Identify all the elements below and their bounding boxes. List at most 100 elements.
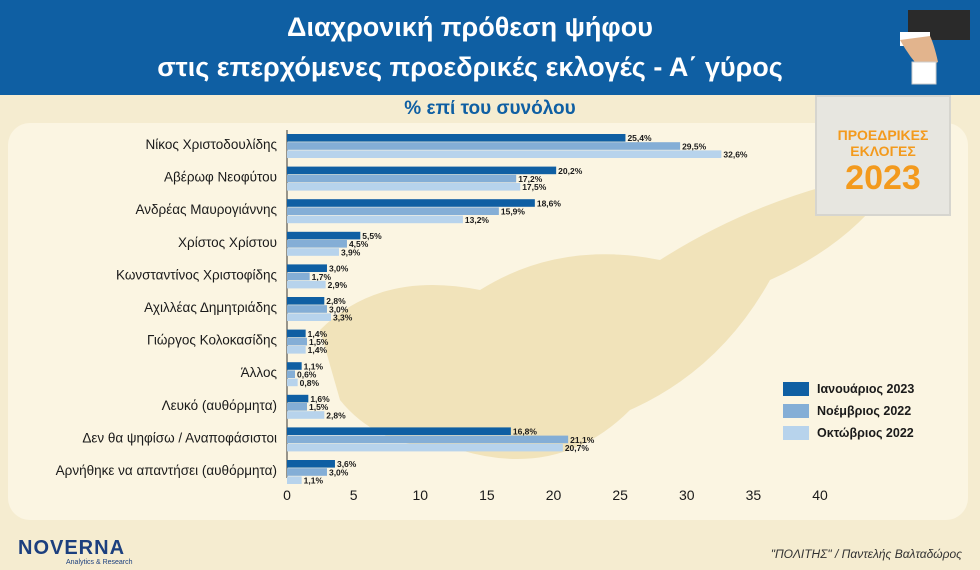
category-label: Άλλος	[241, 365, 278, 380]
source-credit: "ΠΟΛΙΤΗΣ" / Παντελής Βαλταδώρος	[770, 547, 962, 561]
data-label: 3,9%	[341, 247, 361, 257]
badge-line1: ΠΡΟΕΔΡΙΚΕΣ	[837, 127, 929, 143]
bar	[287, 460, 335, 468]
data-label: 20,7%	[565, 443, 590, 453]
bar	[287, 346, 306, 354]
data-label: 18,6%	[537, 198, 562, 208]
data-label: 1,1%	[304, 361, 324, 371]
bar	[287, 248, 339, 256]
legend-swatch-nov-2022	[783, 404, 809, 418]
data-label: 1,7%	[312, 272, 332, 282]
data-label: 1,4%	[308, 329, 328, 339]
category-label: Χρίστος Χρίστου	[178, 235, 277, 250]
legend-item: Νοέμβριος 2022	[783, 400, 953, 422]
data-label: 20,2%	[558, 166, 583, 176]
data-label: 4,5%	[349, 239, 369, 249]
bar	[287, 240, 347, 248]
data-label: 1,4%	[308, 345, 328, 355]
category-label: Δεν θα ψηφίσω / Αναποφάσιστοι	[82, 430, 277, 445]
bar	[287, 264, 327, 272]
hand-voting-icon	[900, 10, 970, 85]
data-label: 3,3%	[333, 313, 353, 323]
chart-title-line2: στις επερχόμενες προεδρικές εκλογές - Α΄…	[157, 52, 783, 82]
badge-line2: ΕΚΛΟΓΕΣ	[850, 143, 916, 159]
data-label: 0,8%	[300, 378, 320, 388]
category-label: Αβέρωφ Νεοφύτου	[164, 170, 277, 185]
bar	[287, 215, 463, 224]
bar	[287, 313, 331, 321]
logo-tagline: Analytics & Research	[66, 559, 133, 566]
bar	[287, 337, 307, 346]
data-label: 1,1%	[304, 476, 324, 486]
data-label: 2,8%	[326, 410, 346, 420]
data-label: 17,5%	[522, 182, 547, 192]
bar	[287, 476, 302, 484]
bar	[287, 394, 309, 403]
category-label: Λευκό (αυθόρμητα)	[162, 398, 277, 413]
logo-name: NOVERNA	[18, 537, 126, 559]
data-label: 1,5%	[309, 337, 329, 347]
legend-item: Οκτώβριος 2022	[783, 422, 953, 444]
category-label: Γιώργος Κολοκασίδης	[147, 333, 277, 348]
data-label: 29,5%	[682, 141, 707, 151]
bar	[287, 443, 563, 452]
data-label: 3,0%	[329, 264, 349, 274]
x-tick-label: 15	[479, 487, 495, 503]
noverna-logo: NOVERNA Analytics & Research	[18, 537, 133, 566]
bar	[287, 329, 306, 338]
bar	[287, 370, 295, 378]
x-tick-label: 20	[546, 487, 562, 503]
elections-2023-badge: ΠΡΟΕΔΡΙΚΕΣ ΕΚΛΟΓΕΣ 2023	[815, 95, 951, 216]
data-label: 1,6%	[310, 394, 330, 404]
data-label: 2,9%	[328, 280, 348, 290]
data-label: 17,2%	[518, 174, 543, 184]
legend-item: Ιανουάριος 2023	[783, 378, 953, 400]
category-label: Ανδρέας Μαυρογιάννης	[136, 202, 278, 217]
bar	[287, 134, 626, 142]
legend-swatch-jan-2023	[783, 382, 809, 396]
data-label: 13,2%	[465, 215, 490, 225]
bar	[287, 411, 325, 419]
x-tick-label: 25	[612, 487, 628, 503]
bar	[287, 378, 298, 387]
legend-label: Νοέμβριος 2022	[817, 404, 912, 418]
data-label: 5,5%	[362, 231, 382, 241]
chart-subtitle: % επί του συνόλου	[404, 98, 576, 119]
bar	[287, 166, 557, 175]
header-banner	[0, 0, 980, 95]
bar	[287, 150, 722, 158]
data-label: 3,0%	[329, 467, 349, 477]
x-tick-label: 30	[679, 487, 695, 503]
bar	[287, 297, 325, 305]
chart-legend: Ιανουάριος 2023 Νοέμβριος 2022 Οκτώβριος…	[783, 378, 953, 444]
data-label: 21,1%	[570, 435, 595, 445]
data-label: 16,8%	[513, 427, 538, 437]
category-label: Κωνσταντίνος Χριστοφίδης	[116, 267, 277, 282]
badge-year: 2023	[845, 159, 921, 197]
bar	[287, 305, 327, 313]
bar	[287, 435, 569, 444]
x-tick-label: 40	[812, 487, 828, 503]
data-label: 32,6%	[723, 150, 748, 160]
data-label: 3,6%	[337, 459, 357, 469]
data-label: 2,8%	[326, 296, 346, 306]
category-label: Αχιλλέας Δημητριάδης	[144, 300, 277, 315]
cyprus-map-background	[320, 170, 900, 459]
data-label: 25,4%	[627, 133, 652, 143]
bar	[287, 362, 302, 370]
data-label: 1,5%	[309, 402, 329, 412]
bar	[287, 280, 326, 289]
bar	[287, 272, 310, 281]
bar	[287, 183, 521, 191]
category-label: Νίκος Χριστοδουλίδης	[146, 137, 278, 152]
legend-swatch-oct-2022	[783, 426, 809, 440]
legend-label: Ιανουάριος 2023	[817, 382, 915, 396]
x-tick-label: 0	[283, 487, 291, 503]
bar	[287, 403, 307, 411]
data-label: 0,6%	[297, 370, 317, 380]
legend-label: Οκτώβριος 2022	[817, 426, 914, 440]
chart-title-line1: Διαχρονική πρόθεση ψήφου	[287, 12, 653, 42]
bar	[287, 231, 361, 240]
category-label: Αρνήθηκε να απαντήσει (αυθόρμητα)	[56, 463, 277, 478]
